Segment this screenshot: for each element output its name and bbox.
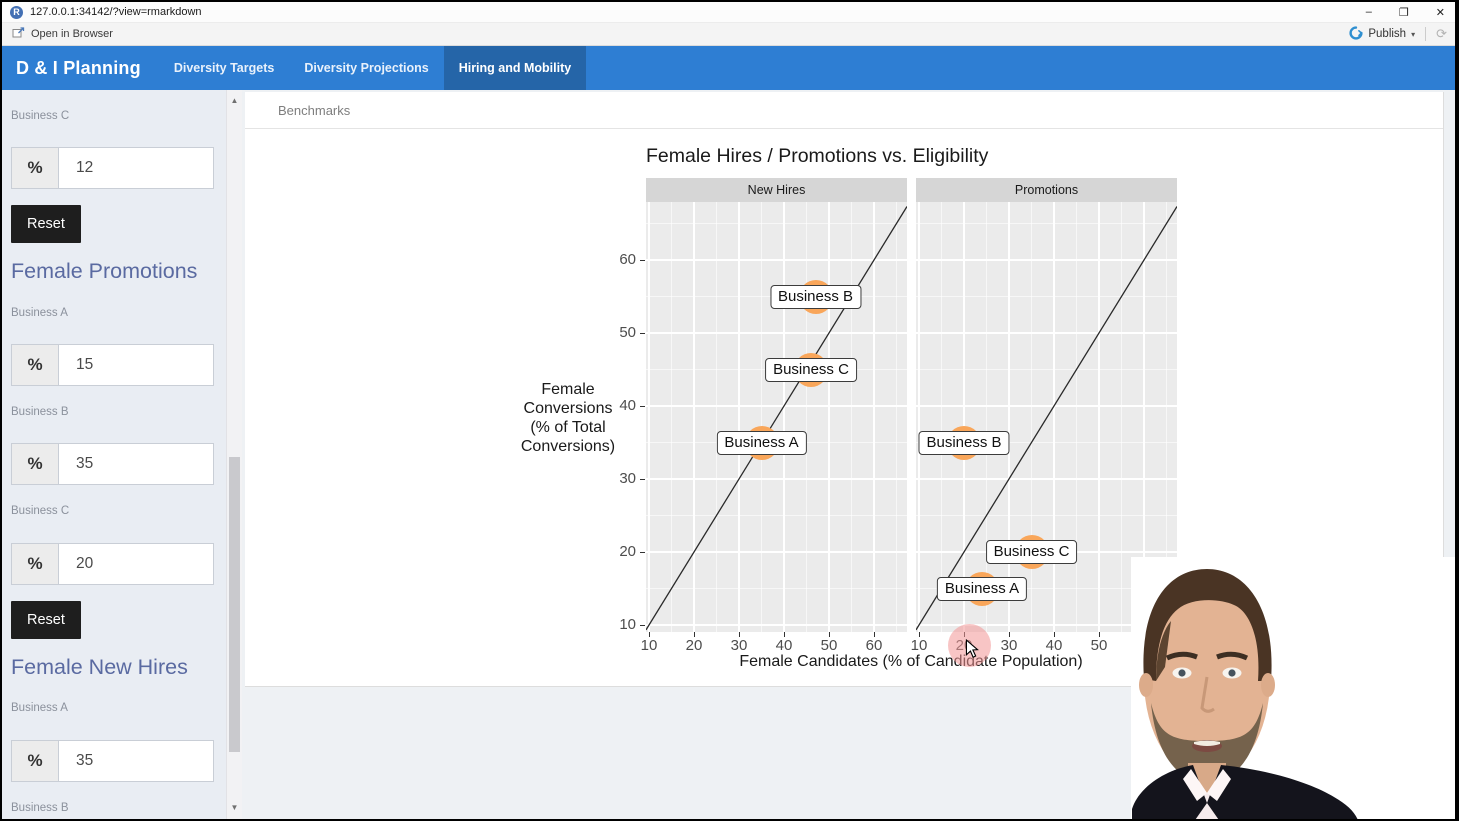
input-label: Business B	[11, 406, 69, 419]
percent-input-group: %	[11, 542, 214, 585]
reset-button[interactable]: Reset	[11, 600, 81, 639]
percent-input-promotions-business-a[interactable]	[59, 345, 213, 386]
publish-button[interactable]: Publish	[1368, 28, 1407, 40]
scrollbar-thumb[interactable]	[229, 457, 240, 752]
percent-addon: %	[12, 345, 59, 386]
scroll-up-arrow-icon[interactable]: ▲	[230, 96, 239, 105]
section-heading-female-new-hires: Female New Hires	[11, 654, 188, 679]
reload-icon[interactable]: ⟳	[1436, 26, 1447, 41]
content-area: Business C % Reset Female Promotions Bus…	[2, 90, 1455, 819]
percent-input-business-c-conversions[interactable]	[59, 148, 213, 189]
scroll-down-arrow-icon[interactable]: ▼	[230, 803, 239, 812]
restore-button[interactable]: ❐	[1398, 6, 1409, 19]
percent-input-promotions-business-c[interactable]	[59, 543, 213, 584]
input-label: Business A	[11, 702, 68, 715]
percent-addon: %	[12, 148, 59, 189]
app-navbar: D & I Planning Diversity Targets Diversit…	[2, 46, 1455, 90]
viewer-toolbar: Open in Browser Publish ▾ ⟳	[2, 23, 1455, 46]
input-label: Business B	[11, 801, 69, 814]
percent-input-group: %	[11, 344, 214, 387]
percent-input-new-hires-business-a[interactable]	[59, 740, 213, 781]
percent-addon: %	[12, 740, 59, 781]
navbar-tab-diversity-projections[interactable]: Diversity Projections	[304, 61, 429, 75]
publish-icon	[1349, 25, 1363, 43]
percent-input-group: %	[11, 739, 214, 782]
close-button[interactable]: ✕	[1435, 6, 1445, 19]
percent-input-group: %	[11, 147, 214, 190]
open-in-browser-label: Open in Browser	[31, 28, 113, 40]
tab-benchmarks[interactable]: Benchmarks	[245, 92, 1443, 129]
percent-input-promotions-business-b[interactable]	[59, 444, 213, 485]
minimize-button[interactable]: –	[1365, 5, 1372, 18]
toolbar-separator	[1425, 27, 1427, 41]
sidebar-form: Business C % Reset Female Promotions Bus…	[2, 90, 226, 819]
input-label: Business C	[11, 505, 70, 518]
input-label: Business A	[11, 307, 68, 320]
percent-input-group: %	[11, 443, 214, 486]
rstudio-app-icon: R	[10, 5, 23, 19]
percent-addon: %	[12, 444, 59, 485]
main-panel: Benchmarks	[242, 90, 1455, 819]
window-title-url: 127.0.0.1:34142/?view=rmarkdown	[30, 6, 202, 18]
publish-dropdown-caret[interactable]: ▾	[1411, 29, 1416, 39]
sidebar-scrollbar[interactable]: ▲ ▼	[226, 90, 242, 819]
app-brand: D & I Planning	[16, 57, 141, 78]
benchmarks-card: Benchmarks	[245, 92, 1444, 687]
titlebar: R 127.0.0.1:34142/?view=rmarkdown – ❐ ✕	[2, 2, 1455, 23]
navbar-tabs: Diversity Targets Diversity Projections Hi…	[159, 46, 587, 90]
section-heading-female-promotions: Female Promotions	[11, 259, 198, 284]
input-label: Business C	[11, 110, 70, 122]
percent-addon: %	[12, 543, 59, 584]
reset-button[interactable]: Reset	[11, 205, 81, 244]
navbar-tab-hiring-and-mobility[interactable]: Hiring and Mobility	[443, 46, 587, 90]
open-in-browser-icon	[12, 27, 25, 41]
navbar-tab-diversity-targets[interactable]: Diversity Targets	[173, 61, 275, 75]
open-in-browser-button[interactable]: Open in Browser	[12, 27, 113, 41]
